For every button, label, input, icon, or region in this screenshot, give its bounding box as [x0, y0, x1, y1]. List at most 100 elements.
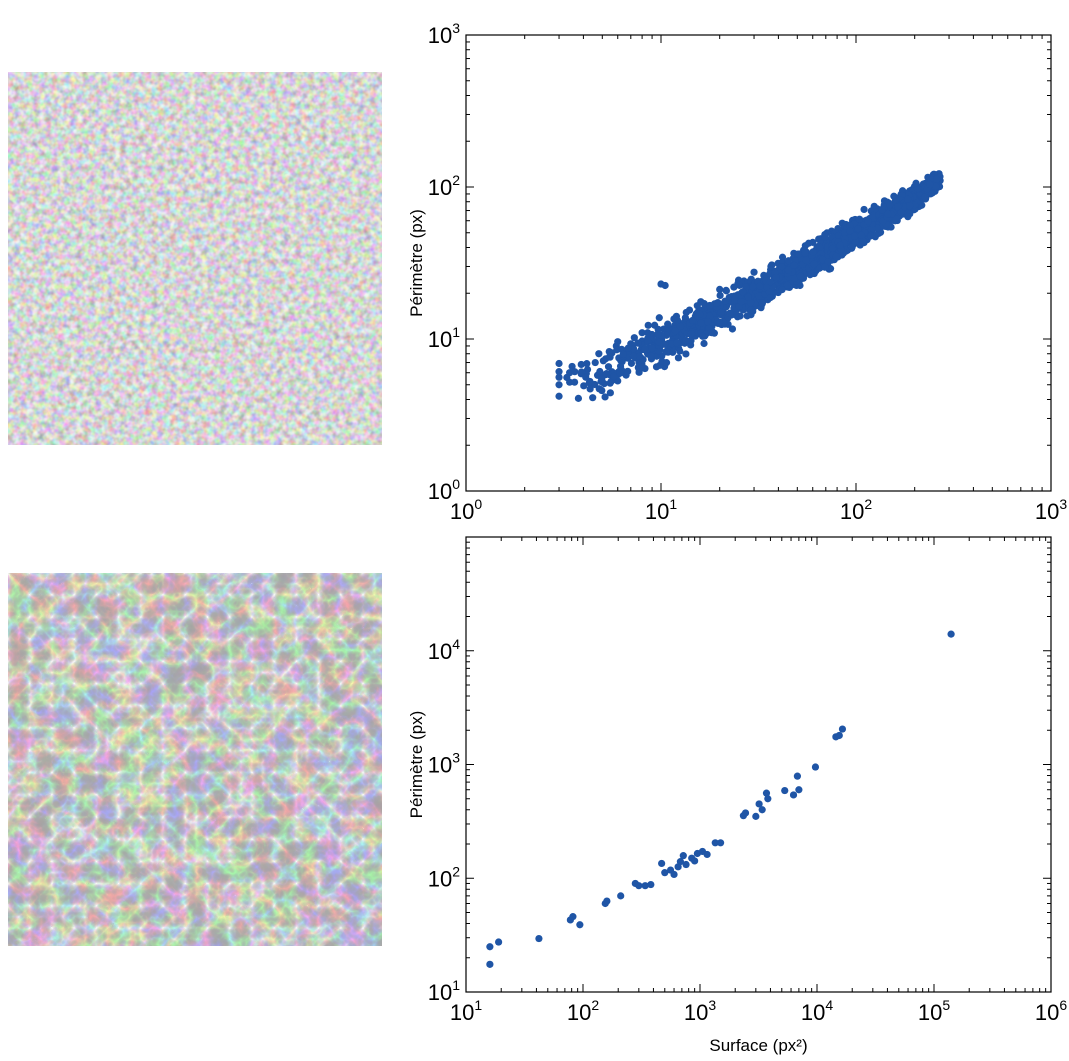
data-point: [586, 385, 594, 393]
data-point: [755, 292, 763, 300]
data-point: [766, 278, 774, 286]
data-point: [795, 786, 803, 794]
data-point: [571, 368, 579, 376]
x-tick-label: 102: [567, 997, 599, 1025]
data-point: [764, 795, 772, 803]
data-point: [744, 293, 753, 301]
y-tick-label: 104: [428, 636, 460, 664]
y-tick-label: 100: [428, 476, 460, 504]
data-point: [638, 329, 646, 337]
data-point: [706, 312, 714, 320]
data-point: [661, 281, 669, 290]
data-point: [495, 938, 503, 946]
data-point: [809, 238, 817, 246]
data-point: [739, 288, 747, 296]
data-point: [838, 725, 847, 733]
data-point: [700, 339, 708, 348]
x-tick-label: 102: [840, 496, 872, 524]
data-point: [756, 282, 764, 290]
data-point: [772, 273, 780, 282]
data-point: [613, 346, 621, 354]
y-tick-label: 102: [428, 863, 460, 891]
data-point: [811, 763, 820, 771]
data-point: [662, 359, 671, 367]
data-point: [535, 934, 543, 943]
data-point: [598, 386, 606, 395]
y-tick-label: 102: [428, 172, 460, 200]
data-point: [604, 363, 613, 371]
data-point: [834, 231, 842, 240]
data-point: [737, 297, 745, 306]
data-point: [784, 257, 793, 265]
data-point: [654, 330, 662, 338]
x-tick-label: 106: [1035, 997, 1067, 1025]
data-point: [790, 261, 798, 270]
data-point: [886, 201, 894, 209]
data-point: [748, 283, 757, 291]
data-point: [577, 360, 585, 369]
x-tick-label: 100: [450, 496, 482, 524]
data-point: [747, 299, 755, 307]
data-points: [486, 630, 955, 968]
data-point: [647, 352, 655, 360]
data-point: [627, 359, 636, 367]
data-point: [682, 308, 690, 317]
data-point: [903, 195, 912, 203]
data-point: [644, 336, 652, 345]
y-tick-label: 103: [428, 750, 460, 778]
data-point: [486, 943, 494, 951]
data-point: [647, 880, 655, 889]
data-point: [555, 381, 563, 389]
data-point: [555, 373, 563, 381]
data-point: [610, 372, 618, 380]
data-point: [932, 182, 940, 190]
data-point: [801, 249, 809, 257]
data-point: [596, 367, 604, 376]
data-point: [486, 960, 494, 968]
data-point: [762, 789, 771, 797]
data-point: [851, 237, 859, 246]
data-point: [793, 772, 802, 780]
data-point: [926, 180, 934, 189]
data-point: [679, 852, 687, 860]
data-point: [717, 308, 725, 317]
data-point: [892, 215, 900, 223]
data-point: [682, 860, 690, 869]
data-point: [777, 262, 786, 271]
data-point: [897, 208, 905, 216]
data-point: [784, 266, 793, 274]
plot-frame: [465, 34, 1052, 492]
data-point: [676, 858, 685, 866]
data-point: [629, 345, 638, 353]
data-point: [599, 357, 607, 365]
data-point: [766, 293, 774, 302]
data-point: [619, 350, 627, 359]
data-point: [796, 272, 805, 280]
data-point: [641, 882, 649, 890]
data-point: [731, 296, 739, 304]
data-point: [658, 859, 666, 868]
data-point: [816, 243, 824, 251]
data-point: [582, 373, 590, 381]
data-point: [855, 215, 864, 223]
data-point: [606, 389, 614, 397]
data-point: [857, 231, 865, 239]
data-point: [569, 913, 577, 921]
data-point: [789, 791, 798, 799]
data-point: [778, 285, 786, 294]
data-point: [670, 870, 678, 879]
data-point: [932, 175, 941, 183]
micrograph-top: [8, 72, 382, 445]
data-point: [810, 260, 818, 268]
chart-bottom-perimeter-vs-surface: 101 102 103 104 105 106 101 102 103 104 Périmètre …: [407, 536, 1067, 1055]
data-point: [576, 921, 584, 929]
data-point: [730, 283, 738, 291]
data-point: [655, 338, 663, 346]
data-point: [836, 241, 844, 249]
data-point: [630, 334, 638, 342]
data-point: [580, 382, 588, 390]
data-point: [866, 232, 875, 240]
x-tick-label: 104: [801, 997, 833, 1025]
data-point: [828, 244, 837, 253]
